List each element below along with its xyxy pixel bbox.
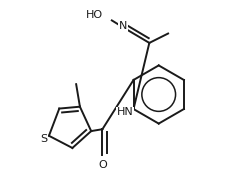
Text: O: O <box>98 160 107 170</box>
Text: HO: HO <box>86 10 103 20</box>
Text: S: S <box>41 134 48 144</box>
Text: N: N <box>119 21 127 31</box>
Text: HN: HN <box>117 107 133 117</box>
